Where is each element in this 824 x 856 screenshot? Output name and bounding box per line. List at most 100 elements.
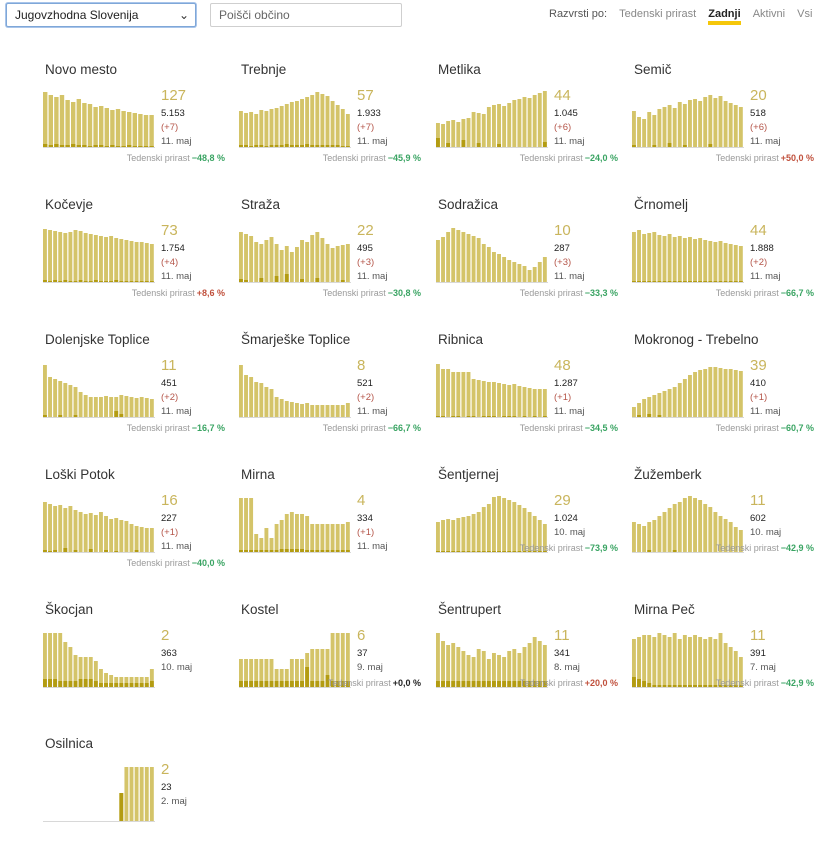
municipality-card[interactable]: Črnomelj 44 1.888 (+2) 11. maj Tedenski prira… xyxy=(632,197,814,317)
total-cases: 1.933 xyxy=(357,108,381,119)
municipality-card[interactable]: Mirna Peč 11 391 7. maj Tedenski prirast −42,… xyxy=(632,602,814,722)
bar xyxy=(542,524,547,552)
bar xyxy=(340,524,345,552)
bar-new-cases xyxy=(502,416,507,417)
municipality-card[interactable]: Šmarješke Toplice 8 521 (+2) 11. maj Tedenski… xyxy=(239,332,421,452)
bar xyxy=(114,238,119,282)
bar xyxy=(677,639,682,687)
sort-option-all[interactable]: Vsi xyxy=(797,8,813,20)
municipality-card[interactable]: Žužemberk 11 602 10. maj Tedenski prirast −42… xyxy=(632,467,814,587)
municipality-card[interactable]: Kočevje 73 1.754 (+4) 11. maj Tedenski priras… xyxy=(43,197,225,317)
bar xyxy=(693,635,697,687)
bar-new-cases xyxy=(335,145,340,147)
weekly-trend-value: −66,7 % xyxy=(780,288,814,298)
municipality-card[interactable]: Ribnica 48 1.287 (+1) 11. maj Tedenski priras… xyxy=(436,332,618,452)
weekly-trend-label: Tedenski prirast xyxy=(715,678,779,688)
bar xyxy=(733,527,738,552)
sparkline-chart xyxy=(239,232,351,283)
bar xyxy=(507,500,512,552)
bar-new-cases xyxy=(63,280,68,282)
sort-option-latest[interactable]: Zadnji xyxy=(708,8,741,25)
municipality-card[interactable]: Šentrupert 11 341 8. maj Tedenski prirast +20… xyxy=(436,602,618,722)
weekly-trend: Tedenski prirast +0,0 % xyxy=(328,678,421,688)
bar xyxy=(466,516,471,552)
sort-option-active[interactable]: Aktivni xyxy=(752,8,786,20)
region-select[interactable]: Jugovzhodna Slovenija ⌄ xyxy=(6,3,196,27)
bar xyxy=(537,93,542,147)
bar-new-cases xyxy=(239,681,243,687)
daily-delta: (+1) xyxy=(357,527,375,538)
bar-new-cases xyxy=(48,679,52,687)
weekly-trend: Tedenski prirast −73,9 % xyxy=(520,543,618,553)
municipality-card[interactable]: Škocjan 2 363 10. maj xyxy=(43,602,225,722)
weekly-trend-label: Tedenski prirast xyxy=(126,423,190,433)
municipality-card[interactable]: Straža 22 495 (+3) 11. maj Tedenski prirast −3… xyxy=(239,197,421,317)
municipality-card[interactable]: Mokronog - Trebelno 39 410 (+1) 11. maj Teden… xyxy=(632,332,814,452)
bar-new-cases xyxy=(698,685,703,687)
bar-new-cases xyxy=(73,681,78,687)
bar xyxy=(497,655,501,687)
bar xyxy=(124,677,129,687)
sort-option-weekly[interactable]: Tedenski prirast xyxy=(619,8,697,20)
bar xyxy=(129,767,134,821)
municipality-card[interactable]: Šentjernej 29 1.024 10. maj Tedenski prirast… xyxy=(436,467,618,587)
bar xyxy=(87,104,93,147)
bar xyxy=(289,402,294,417)
bar-new-cases xyxy=(436,681,440,687)
bar-new-cases xyxy=(456,551,461,552)
bar xyxy=(738,246,743,282)
bar xyxy=(662,236,667,282)
bar xyxy=(446,519,451,552)
weekly-trend-label: Tedenski prirast xyxy=(131,288,195,298)
municipality-card[interactable]: Loški Potok 16 227 (+1) 11. maj Tedenski prir… xyxy=(43,467,225,587)
bar-new-cases xyxy=(264,550,269,552)
last-date: 9. maj xyxy=(357,662,383,673)
bar xyxy=(59,95,65,147)
bar xyxy=(522,647,527,687)
total-cases: 391 xyxy=(750,648,766,659)
bar xyxy=(345,244,350,282)
bar-new-cases xyxy=(310,550,315,552)
bar xyxy=(728,522,733,552)
last-date: 11. maj xyxy=(357,406,388,417)
bar xyxy=(537,389,542,417)
weekly-trend: Tedenski prirast −48,8 % xyxy=(127,153,225,163)
bar xyxy=(537,641,542,687)
municipality-card[interactable]: Sodražica 10 287 (+3) 11. maj Tedenski priras… xyxy=(436,197,618,317)
bar-new-cases xyxy=(486,416,491,417)
bar xyxy=(537,262,542,282)
municipality-name: Šmarješke Toplice xyxy=(241,332,351,347)
bar xyxy=(688,637,692,687)
bar-new-cases xyxy=(99,683,103,687)
bar xyxy=(264,387,269,417)
municipality-name: Loški Potok xyxy=(45,467,115,482)
bar-new-cases xyxy=(289,549,294,552)
bar xyxy=(330,524,335,552)
last-date: 10. maj xyxy=(161,662,193,673)
municipality-card[interactable]: Semič 20 518 (+6) 11. maj Tedenski prirast +50… xyxy=(632,62,814,182)
daily-delta: (+4) xyxy=(161,257,179,268)
municipality-card[interactable]: Novo mesto 127 5.153 (+7) 11. maj Tedenski pr… xyxy=(43,62,225,182)
bar-new-cases xyxy=(93,145,98,147)
bar xyxy=(672,633,677,687)
search-input[interactable] xyxy=(210,3,402,27)
sparkline-chart xyxy=(239,92,351,148)
bar-new-cases xyxy=(124,281,129,282)
bar xyxy=(53,231,58,282)
municipality-card[interactable]: Dolenjske Toplice 11 451 (+2) 11. maj Tedensk… xyxy=(43,332,225,452)
bar-new-cases xyxy=(48,551,52,552)
bar xyxy=(48,633,52,687)
bar xyxy=(693,239,697,282)
municipality-name: Črnomelj xyxy=(634,197,689,212)
bar xyxy=(124,396,129,417)
bar xyxy=(461,232,466,282)
municipality-card[interactable]: Mirna 4 334 (+1) 11. maj xyxy=(239,467,421,587)
bar xyxy=(78,657,83,687)
municipality-card[interactable]: Metlika 44 1.045 (+6) 11. maj Tedenski priras… xyxy=(436,62,618,182)
bar xyxy=(637,637,641,687)
municipality-card[interactable]: Trebnje 57 1.933 (+7) 11. maj Tedenski priras… xyxy=(239,62,421,182)
municipality-card[interactable]: Kostel 6 37 9. maj Tedenski prirast +0,0 % xyxy=(239,602,421,722)
municipality-card[interactable]: Osilnica 2 23 2. maj xyxy=(43,736,225,856)
bar xyxy=(647,397,652,417)
bar-new-cases xyxy=(647,550,652,552)
